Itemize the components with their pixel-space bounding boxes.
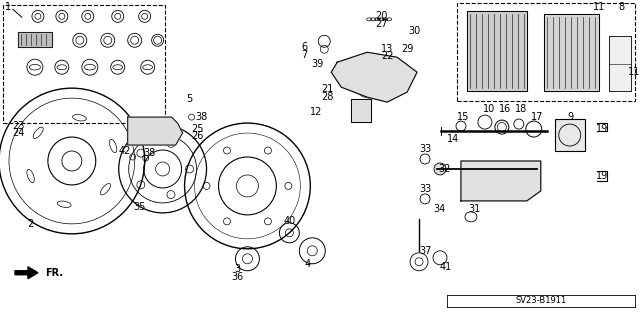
- Text: 33: 33: [419, 184, 431, 194]
- Text: 8: 8: [618, 2, 625, 12]
- Text: 13: 13: [381, 44, 393, 54]
- Text: 7: 7: [301, 50, 307, 60]
- Text: 1: 1: [5, 2, 11, 12]
- Text: 30: 30: [408, 26, 420, 36]
- Polygon shape: [18, 32, 52, 47]
- Text: 4: 4: [304, 259, 310, 269]
- Polygon shape: [461, 161, 541, 201]
- Text: 2: 2: [27, 219, 33, 229]
- Text: 39: 39: [311, 59, 323, 69]
- Text: SV23-B1911: SV23-B1911: [515, 296, 566, 305]
- Text: 28: 28: [321, 92, 333, 102]
- Text: 21: 21: [321, 84, 333, 94]
- Bar: [609, 36, 630, 91]
- Bar: [555, 119, 585, 151]
- Text: 23: 23: [12, 121, 24, 131]
- Text: 6: 6: [301, 42, 307, 52]
- Text: 31: 31: [469, 204, 481, 214]
- Text: 11: 11: [628, 67, 640, 77]
- Circle shape: [434, 163, 446, 175]
- Text: 5: 5: [186, 94, 193, 104]
- Text: 27: 27: [375, 19, 387, 29]
- Polygon shape: [15, 267, 38, 279]
- Text: 34: 34: [433, 204, 445, 214]
- Text: 42: 42: [118, 146, 131, 156]
- Text: 10: 10: [483, 104, 495, 114]
- Text: 29: 29: [401, 44, 413, 54]
- Text: 19: 19: [595, 171, 608, 181]
- Text: 32: 32: [439, 164, 451, 174]
- Text: FR.: FR.: [45, 268, 63, 278]
- Text: 25: 25: [191, 124, 204, 134]
- Text: 22: 22: [381, 51, 394, 61]
- Circle shape: [140, 121, 159, 141]
- Polygon shape: [544, 14, 598, 91]
- Text: 20: 20: [375, 11, 387, 21]
- Text: 41: 41: [440, 262, 452, 272]
- Text: 18: 18: [515, 104, 527, 114]
- Text: 9: 9: [568, 112, 574, 122]
- Text: 12: 12: [310, 107, 323, 117]
- Text: 36: 36: [231, 272, 244, 282]
- Text: 19: 19: [595, 124, 608, 134]
- Text: 38: 38: [143, 148, 156, 158]
- Text: 35: 35: [134, 202, 146, 212]
- Text: 37: 37: [419, 246, 431, 256]
- Bar: [457, 4, 635, 101]
- Bar: [3, 5, 164, 123]
- Text: 33: 33: [419, 144, 431, 154]
- Polygon shape: [467, 11, 527, 91]
- Text: 24: 24: [12, 128, 24, 138]
- Text: 11: 11: [593, 2, 605, 12]
- Text: 14: 14: [447, 134, 459, 144]
- Text: 26: 26: [191, 131, 204, 141]
- Text: 3: 3: [234, 264, 241, 274]
- Polygon shape: [351, 99, 371, 122]
- Text: 17: 17: [531, 112, 543, 122]
- Text: 40: 40: [284, 216, 296, 226]
- Polygon shape: [332, 52, 417, 102]
- Text: 16: 16: [499, 104, 511, 114]
- Text: 38: 38: [195, 112, 207, 122]
- Text: 15: 15: [457, 112, 469, 122]
- Polygon shape: [128, 117, 182, 145]
